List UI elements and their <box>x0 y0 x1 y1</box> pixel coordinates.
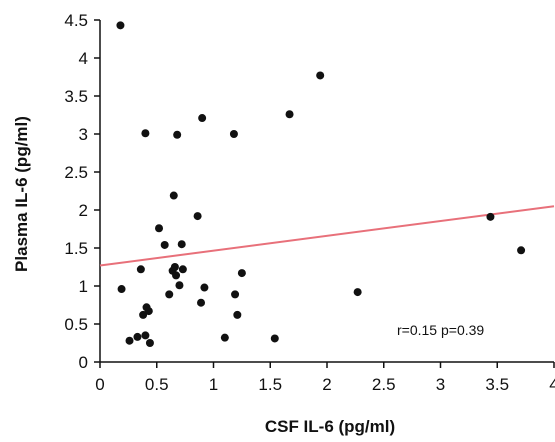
y-tick-label: 3 <box>79 125 88 144</box>
data-point <box>144 307 153 316</box>
data-point <box>117 285 126 294</box>
data-point <box>197 298 206 307</box>
data-point <box>229 130 238 138</box>
y-tick-label: 0 <box>79 353 88 372</box>
data-point <box>133 332 142 341</box>
data-point <box>170 263 179 271</box>
data-point <box>517 246 526 255</box>
y-tick-label: 1 <box>79 277 88 296</box>
x-tick-label: 0.5 <box>145 375 169 394</box>
x-tick-label: 2 <box>322 375 331 394</box>
x-tick-label: 1.5 <box>258 375 282 394</box>
correlation-annotation: r=0.15 p=0.39 <box>397 322 484 338</box>
data-point <box>136 265 145 274</box>
data-point <box>141 129 150 138</box>
x-tick-label: 3.5 <box>485 375 509 394</box>
data-point <box>141 331 150 340</box>
x-tick-label: 0 <box>95 375 104 394</box>
data-point <box>165 290 174 299</box>
data-point <box>178 265 187 274</box>
data-point <box>169 191 178 200</box>
data-point <box>116 21 125 30</box>
data-point <box>231 290 240 299</box>
regression-line <box>99 205 555 267</box>
data-point <box>237 269 246 278</box>
y-tick-label: 1.5 <box>64 239 88 258</box>
data-point <box>285 110 294 119</box>
y-tick-label: 2.5 <box>64 163 88 182</box>
y-tick-label: 3.5 <box>64 87 88 106</box>
y-tick-label: 4 <box>79 49 88 68</box>
data-point <box>139 310 148 319</box>
data-point <box>193 212 202 221</box>
data-point <box>233 310 242 319</box>
x-axis-title: CSF IL-6 (pg/ml) <box>265 417 395 436</box>
data-point <box>486 212 495 221</box>
x-tick-label: 2.5 <box>372 375 396 394</box>
data-point <box>173 130 182 139</box>
x-tick-label: 4 <box>549 375 555 394</box>
data-point <box>160 240 169 249</box>
y-tick-label: 0.5 <box>64 315 88 334</box>
data-point <box>220 333 229 342</box>
data-point <box>172 271 181 280</box>
data-point <box>177 240 186 249</box>
data-point <box>353 288 362 297</box>
data-point <box>316 71 325 80</box>
data-point <box>145 339 154 347</box>
y-tick-label: 4.5 <box>64 11 88 30</box>
x-tick-label: 3 <box>436 375 445 394</box>
data-point <box>155 224 164 233</box>
data-point <box>270 334 279 343</box>
data-point <box>200 283 209 292</box>
data-point <box>198 114 207 123</box>
y-tick-label: 2 <box>79 201 88 220</box>
data-point <box>175 281 184 290</box>
plot-area: 0 0.5 1 1.5 2 2.5 3 3.5 4 0 0.5 1 1.5 2 2.5 3 3.5 4 4.5 <box>64 11 555 394</box>
x-tick-label: 1 <box>209 375 218 394</box>
data-point <box>125 336 134 345</box>
y-axis-title: Plasma IL-6 (pg/ml) <box>12 116 31 272</box>
